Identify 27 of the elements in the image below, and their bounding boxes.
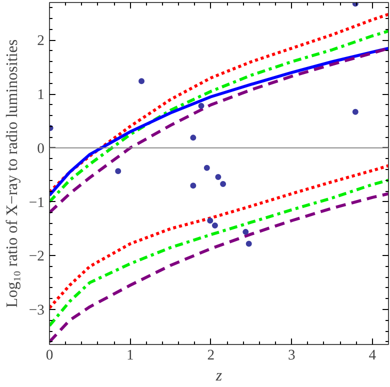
x-tick-label: 1 (126, 348, 134, 364)
y-tick-label: −1 (28, 194, 44, 211)
point (138, 78, 145, 84)
point (190, 134, 196, 141)
x-tick-label: 4 (368, 348, 377, 364)
point (115, 168, 122, 174)
point (204, 164, 210, 171)
y-axis-title: Log₁₀ ratio of X−ray to radio luminosities (4, 39, 21, 308)
line-series (50, 178, 388, 328)
point (215, 174, 222, 180)
line-series (50, 164, 388, 310)
x-tick-label: 2 (207, 348, 215, 364)
point (207, 218, 214, 224)
y-tick-label: −2 (28, 248, 44, 265)
y-tick-label: 0 (37, 140, 44, 157)
point (190, 182, 196, 189)
y-tick-label: 1 (37, 87, 44, 104)
y-tick-label: 2 (37, 33, 44, 50)
point (352, 108, 358, 115)
point (246, 240, 252, 247)
x-tick-label: 3 (288, 348, 296, 364)
point (220, 181, 226, 187)
x-axis-title: z (214, 368, 223, 384)
point (198, 102, 204, 109)
point (242, 228, 249, 235)
point (212, 222, 218, 228)
y-tick-label: −3 (28, 302, 44, 318)
